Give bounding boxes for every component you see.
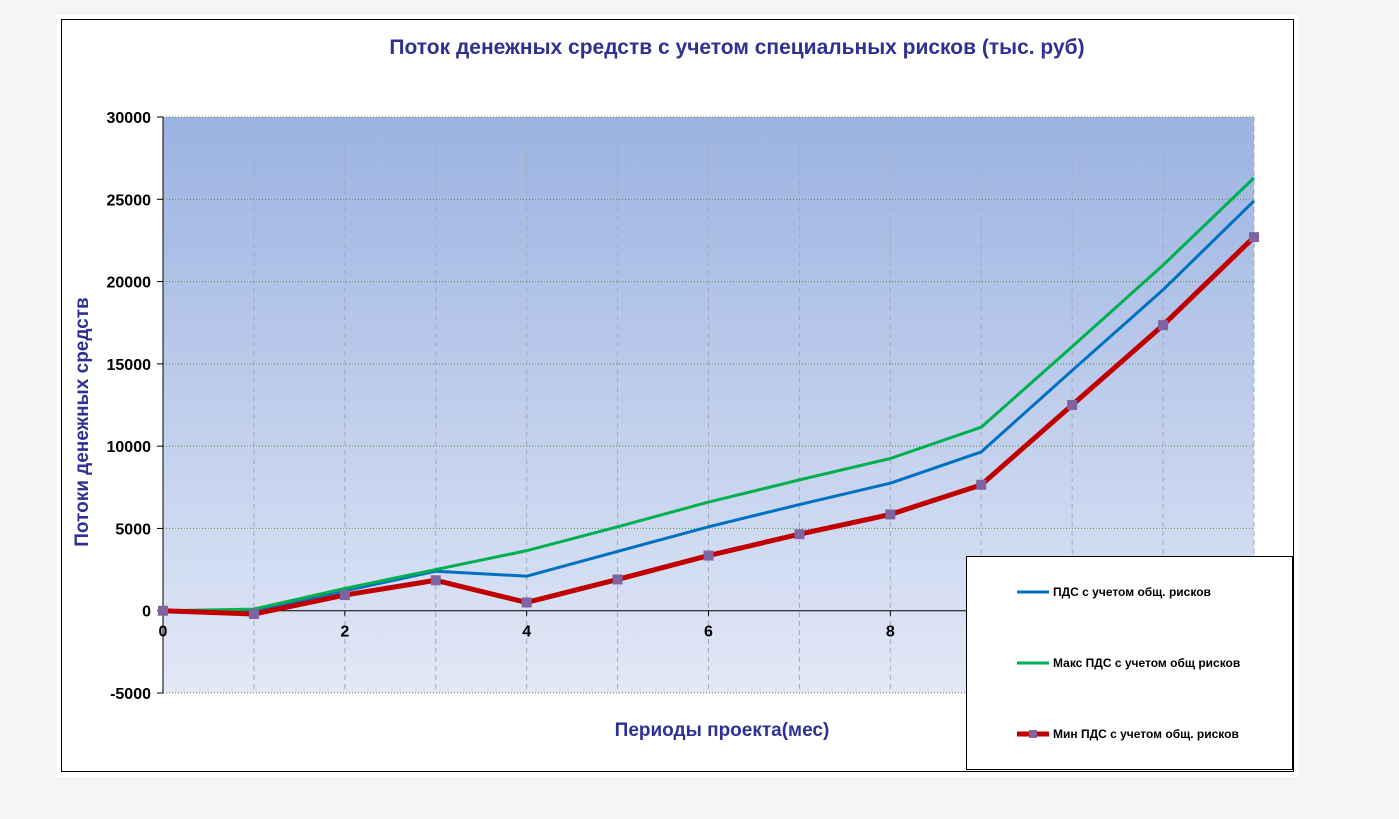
series-layer	[158, 176, 1259, 620]
y-tick-label: 15000	[107, 357, 152, 374]
chart-title: Поток денежных средств с учетом специаль…	[389, 36, 1084, 59]
data-point	[430, 575, 441, 586]
x-tick-label: 6	[704, 624, 713, 641]
x-tick-label: 0	[159, 624, 168, 641]
data-point	[976, 479, 987, 490]
y-axis-label: Потоки денежных средств	[72, 297, 93, 546]
y-tick-label: 20000	[107, 275, 152, 292]
data-point	[1067, 400, 1078, 410]
y-tick-label: 10000	[107, 439, 152, 456]
data-point	[158, 605, 168, 616]
legend: ПДС с учетом общ. рисков Макс ПДС с учето…	[966, 556, 1293, 770]
legend-label: Макс ПДС с учетом общ рисков	[1053, 656, 1240, 670]
data-point	[612, 574, 623, 585]
data-point	[521, 597, 532, 608]
data-point	[248, 609, 259, 620]
x-tick-label: 2	[340, 624, 349, 641]
y-tick-label: 0	[142, 604, 151, 621]
data-point	[794, 529, 805, 540]
y-tick-label: 30000	[107, 110, 152, 127]
y-tick-label: 25000	[107, 192, 152, 209]
data-point	[1249, 232, 1259, 243]
x-tick-label: 8	[886, 624, 895, 641]
legend-label: ПДС с учетом общ. рисков	[1053, 585, 1211, 599]
legend-marker	[1029, 730, 1037, 738]
series-line-2	[162, 176, 1256, 613]
y-tick-label: 5000	[115, 521, 151, 538]
y-tick-label: -5000	[110, 686, 151, 703]
data-point	[703, 550, 714, 561]
data-point	[339, 590, 350, 601]
legend-label: Мин ПДС с учетом общ. рисков	[1053, 727, 1239, 741]
data-point	[885, 509, 896, 520]
data-point	[1158, 320, 1169, 331]
x-tick-label: 4	[522, 624, 531, 641]
x-axis-label: Периоды проекта(мес)	[615, 720, 830, 741]
